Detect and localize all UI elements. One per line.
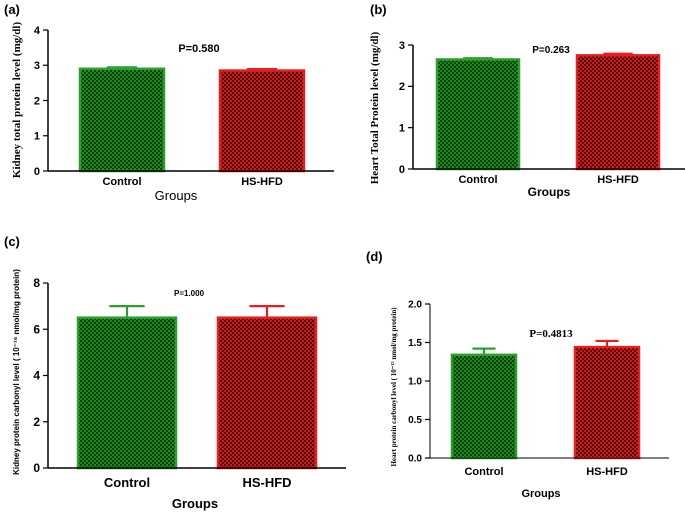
p-value-annotation: P=1.000 — [174, 289, 205, 298]
y-tick-label: 3 — [399, 40, 405, 52]
category-label: HS-HFD — [241, 176, 283, 188]
plot-area-d: Control HS-HFD 0.0 0.5 1.0 1.5 2.0 — [408, 300, 669, 478]
y-tick-label: 3 — [34, 60, 40, 72]
bar-hs-hfd — [573, 345, 641, 460]
y-tick-label: 0 — [34, 166, 40, 178]
plot-area-a: Control HS-HFD 0 1 2 3 4 — [34, 25, 334, 188]
panel-label: (a) — [4, 2, 20, 17]
panel-b: (b) Heart Total Protein level (mg/dl) Gr… — [369, 2, 685, 199]
y-tick-label: 4 — [33, 369, 40, 383]
y-tick-label: 4 — [34, 25, 41, 37]
panel-label: (d) — [366, 249, 383, 264]
y-tick-label: 1.0 — [408, 377, 422, 388]
bar-hs-hfd — [216, 316, 318, 470]
y-tick-label: 0.0 — [408, 454, 422, 465]
category-label: HS-HFD — [597, 174, 639, 186]
y-tick-label: 1 — [399, 123, 405, 135]
y-tick-label: 1.5 — [408, 338, 422, 349]
y-tick-label: 1 — [34, 131, 40, 143]
y-tick-label: 2.0 — [408, 300, 422, 311]
bar-control — [435, 58, 521, 171]
category-label: Control — [458, 174, 497, 186]
category-label: Control — [102, 176, 141, 188]
bar-control — [450, 353, 518, 460]
p-value-annotation: P=0.263 — [532, 45, 570, 56]
panel-d: (d) Heart protein carbonyl level ( 10⁻¹⁵… — [366, 249, 669, 500]
y-tick-label: 6 — [33, 322, 40, 336]
y-tick-label: 8 — [33, 276, 40, 290]
y-axis-title: Heart protein carbonyl level ( 10⁻¹⁵ nmo… — [390, 307, 398, 467]
category-label: Control — [464, 466, 503, 478]
y-axis-title: Heart Total Protein level (mg/dl) — [369, 31, 381, 184]
y-tick-label: 0.5 — [408, 415, 422, 426]
x-axis-title: Groups — [528, 185, 571, 199]
y-tick-label: 0 — [399, 164, 405, 176]
bar-hs-hfd — [218, 69, 306, 173]
bar-control — [78, 67, 166, 173]
panel-c: (c) Kidney protein carbonyl level ( 10⁻¹… — [4, 234, 346, 511]
panel-a: (a) Kidney total protein level (mg/dl) G… — [4, 2, 334, 203]
y-tick-label: 2 — [34, 95, 40, 107]
category-label: HS-HFD — [586, 466, 628, 478]
bar-hs-hfd — [575, 54, 661, 171]
plot-area-b: Control HS-HFD 0 1 2 3 — [399, 40, 685, 186]
panel-label: (c) — [4, 234, 20, 249]
y-tick-label: 0 — [33, 461, 40, 475]
x-axis-title: Groups — [521, 488, 560, 500]
x-axis-title: Groups — [172, 496, 218, 511]
y-axis-title: Kidney total protein level (mg/dl) — [11, 22, 23, 179]
bar-control — [76, 316, 178, 470]
y-tick-label: 2 — [33, 415, 40, 429]
panel-label: (b) — [370, 2, 387, 17]
p-value-annotation: P=0.580 — [178, 43, 219, 55]
y-axis-title: Kidney protein carbonyl level ( 10⁻¹⁶ nm… — [12, 269, 21, 475]
category-label: Control — [104, 475, 150, 490]
x-axis-title: Groups — [155, 188, 198, 203]
y-tick-label: 2 — [399, 81, 405, 93]
plot-area-c: Control HS-HFD 0 2 4 6 8 — [33, 276, 346, 490]
p-value-annotation: P=0.4813 — [529, 328, 573, 340]
category-label: HS-HFD — [242, 475, 291, 490]
